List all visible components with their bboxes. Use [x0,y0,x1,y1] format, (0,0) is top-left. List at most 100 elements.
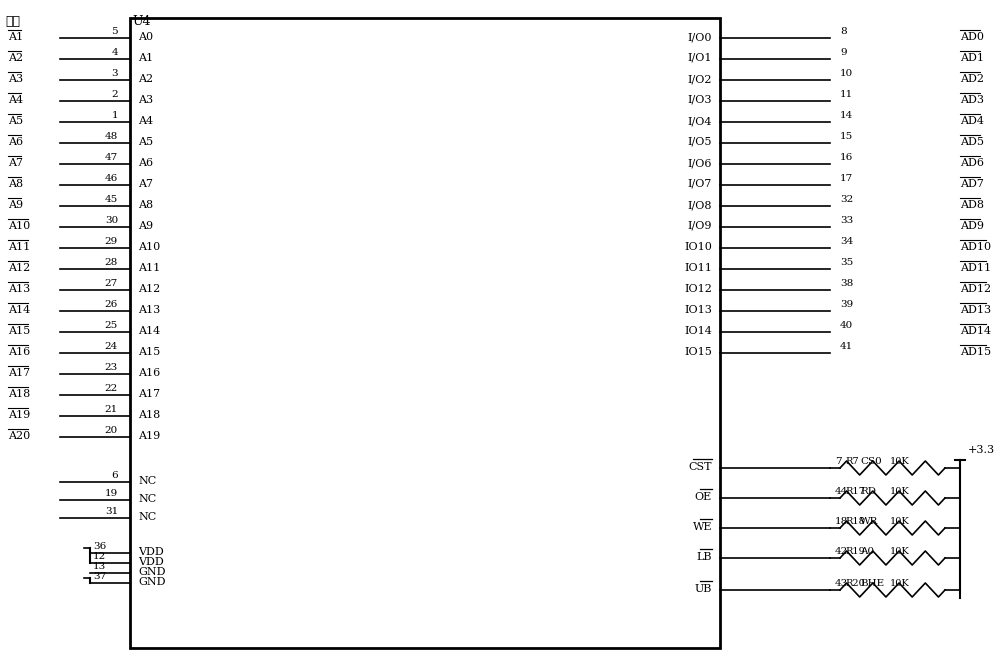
Text: AD8: AD8 [960,200,984,210]
Text: GND: GND [138,567,166,577]
Text: A10: A10 [138,242,160,252]
Text: A12: A12 [8,263,30,273]
Text: A20: A20 [8,431,30,441]
Text: 21: 21 [105,405,118,414]
Text: NC: NC [138,476,156,486]
Text: RD: RD [860,487,876,496]
Text: 3: 3 [111,69,118,78]
Text: 35: 35 [840,258,853,267]
Text: A17: A17 [138,389,160,399]
Text: 38: 38 [840,279,853,288]
Text: AD7: AD7 [960,179,984,189]
Text: 10K: 10K [890,579,910,588]
Text: AD14: AD14 [960,326,991,336]
Text: I/O9: I/O9 [688,221,712,231]
Text: A1: A1 [8,32,23,42]
Text: R20: R20 [845,579,865,588]
Text: 24: 24 [105,342,118,351]
Text: 25: 25 [105,321,118,330]
Text: 39: 39 [840,300,853,309]
Text: WR: WR [860,517,878,526]
Text: AD4: AD4 [960,116,984,126]
Text: A16: A16 [8,347,30,357]
Text: A3: A3 [138,95,153,105]
Text: A7: A7 [138,179,153,189]
Text: R7: R7 [845,457,859,466]
Text: 20: 20 [105,426,118,435]
Text: 48: 48 [105,132,118,141]
Text: R17: R17 [845,487,865,496]
Text: A9: A9 [8,200,23,210]
Text: IO11: IO11 [684,263,712,273]
Text: BHE: BHE [860,579,884,588]
Text: A17: A17 [8,368,30,378]
Text: I/O3: I/O3 [688,95,712,105]
Text: 26: 26 [105,300,118,309]
Text: U4: U4 [132,15,150,28]
Text: 43: 43 [835,579,848,588]
Text: A14: A14 [8,305,30,315]
Text: 32: 32 [840,195,853,204]
Text: 46: 46 [105,174,118,183]
Text: AD6: AD6 [960,158,984,168]
Text: R19: R19 [845,547,865,556]
Text: NC: NC [138,494,156,504]
Text: A2: A2 [138,74,153,84]
Text: 9: 9 [840,48,847,57]
Text: OE: OE [695,492,712,502]
Text: 10: 10 [840,69,853,78]
Text: 1: 1 [111,111,118,120]
Text: 42: 42 [835,547,848,556]
Text: A18: A18 [138,410,160,420]
Text: A5: A5 [8,116,23,126]
Text: 2: 2 [111,90,118,99]
Text: 44: 44 [835,487,848,496]
Text: R18: R18 [845,517,865,526]
Text: I/O6: I/O6 [688,158,712,168]
Text: A0: A0 [138,32,153,42]
Text: IO12: IO12 [684,284,712,294]
Text: 18: 18 [835,517,848,526]
Text: 40: 40 [840,321,853,330]
Text: CST: CST [688,462,712,472]
Text: A8: A8 [8,179,23,189]
Text: AD13: AD13 [960,305,991,315]
Text: A2: A2 [8,53,23,63]
Text: AD1: AD1 [960,53,984,63]
Text: 37: 37 [93,572,106,581]
Text: A15: A15 [8,326,30,336]
Text: 10K: 10K [890,517,910,526]
Text: AD12: AD12 [960,284,991,294]
Text: A13: A13 [138,305,160,315]
Text: NC: NC [138,512,156,522]
Text: I/O5: I/O5 [688,137,712,147]
Text: 45: 45 [105,195,118,204]
Text: 6: 6 [111,471,118,480]
Text: 47: 47 [105,153,118,162]
Text: 13: 13 [93,562,106,571]
Text: 5: 5 [111,27,118,36]
Text: 28: 28 [105,258,118,267]
Text: 14: 14 [840,111,853,120]
Text: AD15: AD15 [960,347,991,357]
Text: A14: A14 [138,326,160,336]
Text: GND: GND [138,577,166,587]
Text: +3.3: +3.3 [968,445,995,455]
Text: AD11: AD11 [960,263,991,273]
Text: 网标: 网标 [5,15,20,28]
Text: 27: 27 [105,279,118,288]
Text: UB: UB [695,584,712,594]
Text: 8: 8 [840,27,847,36]
Text: 10K: 10K [890,547,910,556]
Text: 22: 22 [105,384,118,393]
Text: A19: A19 [138,431,160,441]
Text: 19: 19 [105,489,118,498]
Text: 31: 31 [105,507,118,516]
Text: 11: 11 [840,90,853,99]
Bar [130,18,720,648]
Text: AD10: AD10 [960,242,991,252]
Text: IO15: IO15 [684,347,712,357]
Text: VDD: VDD [138,547,164,557]
Text: A7: A7 [8,158,23,168]
Text: A12: A12 [138,284,160,294]
